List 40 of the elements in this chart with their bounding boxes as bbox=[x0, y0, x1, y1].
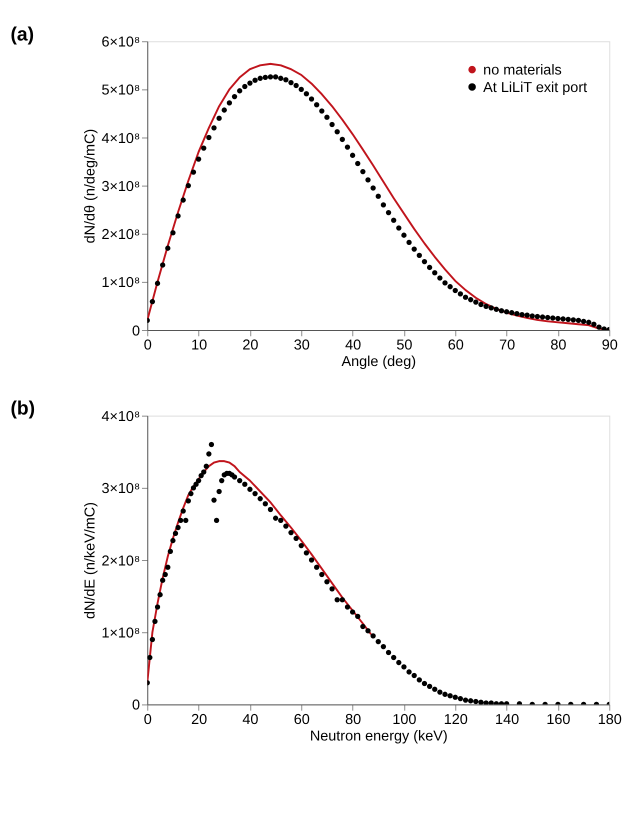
chart-title: (a) bbox=[10, 24, 34, 46]
x-tick-label: 60 bbox=[294, 712, 310, 728]
x-tick-label: 40 bbox=[345, 338, 362, 354]
x-tick-label: 50 bbox=[396, 338, 412, 354]
y-tick-label: 3×10⁸ bbox=[101, 481, 140, 498]
y-tick-label: 2×10⁸ bbox=[101, 227, 140, 244]
x-axis-title: Neutron energy (keV) bbox=[310, 728, 448, 745]
x-tick-label: 100 bbox=[392, 712, 416, 728]
x-tick-label: 80 bbox=[345, 712, 362, 728]
x-tick-label: 20 bbox=[191, 712, 208, 728]
y-tick-label: 0 bbox=[132, 323, 140, 340]
x-tick-label: 20 bbox=[242, 338, 258, 354]
x-tick-label: 60 bbox=[448, 338, 464, 354]
y-tick-label: 1×10⁸ bbox=[101, 275, 140, 292]
legend-label: no materials bbox=[483, 62, 562, 78]
x-tick-label: 0 bbox=[144, 712, 152, 728]
x-tick-label: 40 bbox=[242, 712, 258, 728]
x-tick-label: 0 bbox=[144, 338, 152, 354]
y-axis-title: dN/dθ (n/deg/mC) bbox=[82, 128, 99, 244]
chart-title: (b) bbox=[10, 398, 36, 420]
x-tick-label: 30 bbox=[294, 338, 310, 354]
y-tick-label: 1×10⁸ bbox=[101, 626, 140, 642]
y-tick-label: 2×10⁸ bbox=[101, 553, 140, 570]
y-axis-title: dN/dE (n/keV/mC) bbox=[82, 502, 99, 620]
x-tick-label: 70 bbox=[499, 338, 516, 354]
x-axis-title: Angle (deg) bbox=[341, 354, 416, 370]
x-tick-label: 120 bbox=[444, 712, 468, 728]
y-tick-label: 4×10⁸ bbox=[101, 408, 140, 425]
y-tick-label: 0 bbox=[132, 698, 140, 714]
y-tick-label: 5×10⁸ bbox=[101, 82, 140, 99]
x-tick-label: 10 bbox=[191, 338, 208, 354]
y-tick-label: 3×10⁸ bbox=[101, 178, 140, 195]
legend-label: At LiLiT exit port bbox=[483, 80, 588, 96]
x-tick-label: 80 bbox=[550, 338, 566, 354]
x-tick-label: 140 bbox=[495, 712, 520, 728]
x-tick-label: 180 bbox=[598, 712, 622, 728]
y-tick-label: 4×10⁸ bbox=[101, 130, 140, 147]
y-tick-label: 6×10⁸ bbox=[101, 34, 140, 51]
x-tick-label: 90 bbox=[602, 338, 618, 354]
x-tick-label: 160 bbox=[546, 712, 570, 728]
